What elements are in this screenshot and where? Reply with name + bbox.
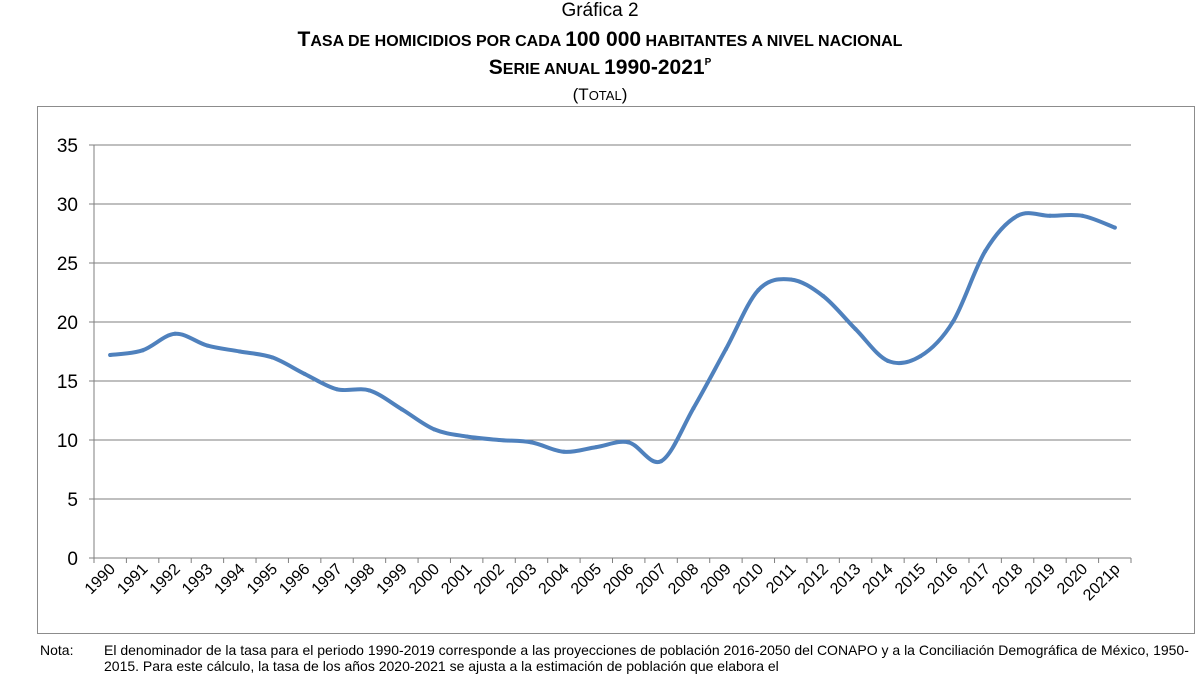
data-point-2009 [723, 347, 728, 352]
y-tick-label: 30 [57, 195, 78, 216]
unit-smallcaps: OTAL [588, 88, 622, 103]
x-tick-label: 2021p [1080, 561, 1124, 605]
data-point-2014 [885, 358, 890, 363]
y-tick-label: 10 [57, 431, 78, 452]
x-tick-label: 2014 [860, 561, 897, 598]
subtitle-smallcaps: ERIE ANUAL [502, 61, 605, 78]
x-tick-label: 1996 [276, 561, 313, 598]
data-point-2013 [853, 327, 858, 332]
y-tick-label: 25 [57, 254, 78, 275]
footnote-label: Nota: [40, 642, 74, 658]
y-axis-ticks: 0 5 10 15 20 25 30 35 [57, 136, 94, 570]
chart-unit: (TOTAL) [0, 86, 1200, 103]
chart-label: Gráfica 2 [561, 0, 639, 21]
x-tick-label: 2003 [503, 561, 540, 598]
data-point-2002 [497, 438, 502, 442]
data-point-2000 [432, 427, 437, 432]
data-point-1993 [205, 343, 210, 348]
data-point-1998 [367, 388, 372, 393]
x-tick-label: 2011 [763, 561, 799, 597]
x-tick-label: 1991 [114, 561, 151, 598]
data-point-1995 [270, 355, 275, 360]
series-line-group [108, 211, 1117, 465]
x-tick-label: 2015 [892, 561, 929, 598]
data-point-2015 [918, 354, 923, 359]
x-tick-label: 2006 [600, 561, 637, 598]
data-point-2008 [691, 406, 696, 411]
subtitle-superscript: P [704, 57, 712, 68]
data-point-1996 [302, 371, 307, 376]
data-point-1990 [108, 353, 113, 358]
x-tick-label: 1993 [179, 561, 216, 598]
data-point-2018 [1015, 213, 1020, 218]
x-tick-label: 2000 [406, 561, 443, 598]
x-tick-label: 2009 [698, 561, 735, 598]
x-tick-label: 2017 [957, 561, 994, 598]
data-point-2007 [659, 459, 664, 464]
data-point-1994 [237, 349, 242, 354]
data-point-2006 [626, 440, 631, 445]
x-tick-label: 2001 [438, 561, 475, 598]
x-tick-label: 2019 [1022, 561, 1059, 598]
x-tick-label: 2010 [730, 561, 767, 598]
title-smallcaps: ASA DE HOMICIDIOS POR CADA [310, 33, 566, 50]
data-point-1991 [140, 348, 145, 353]
chart-title: TASA DE HOMICIDIOS POR CADA 100 000 HABI… [0, 29, 1200, 50]
title-tail: HABITANTES A NIVEL NACIONAL [641, 33, 903, 50]
title-first-letter: T [297, 28, 311, 51]
data-point-2010 [756, 288, 761, 293]
series-line [108, 211, 1117, 465]
x-tick-label: 1995 [244, 561, 281, 598]
data-point-2001 [464, 434, 469, 439]
data-point-2020 [1080, 213, 1085, 218]
x-tick-label: 2007 [633, 561, 670, 598]
x-tick-label: 2002 [471, 561, 508, 598]
subtitle-first-letter: S [488, 56, 503, 79]
x-tick-label: 2013 [827, 561, 864, 598]
x-tick-label: 1997 [309, 561, 346, 598]
x-axis [93, 145, 1132, 563]
x-tick-label: 1994 [211, 561, 248, 598]
x-tick-label: 2008 [665, 561, 702, 598]
x-tick-label: 2012 [795, 561, 832, 598]
data-point-2021p [1112, 225, 1117, 230]
x-axis-ticks: 1990199119921993199419951996199719981999… [82, 561, 1124, 605]
y-tick-label: 20 [57, 313, 78, 334]
data-point-1997 [335, 387, 340, 392]
unit-close: ) [621, 85, 628, 104]
chart-subtitle: SERIE ANUAL 1990-2021P [0, 57, 1200, 78]
data-point-1999 [399, 407, 404, 412]
x-tick-label: 2018 [989, 561, 1026, 598]
data-point-2004 [561, 449, 566, 454]
footnote-text: El denominador de la tasa para el period… [104, 642, 1189, 674]
data-point-2003 [529, 440, 534, 445]
data-point-1992 [173, 331, 178, 336]
subtitle-years: 1990-2021 [604, 56, 705, 79]
y-tick-label: 5 [67, 490, 78, 511]
data-point-2016 [950, 320, 955, 324]
x-tick-label: 2016 [924, 561, 961, 598]
x-tick-label: 2005 [568, 561, 605, 598]
gridlines [94, 144, 1131, 559]
y-tick-label: 15 [57, 372, 78, 393]
data-point-2011 [788, 277, 793, 282]
y-tick-label: 0 [67, 549, 78, 570]
x-tick-label: 1992 [147, 561, 184, 598]
x-tick-label: 1990 [82, 561, 119, 598]
data-point-2005 [594, 445, 599, 450]
data-point-2017 [983, 249, 988, 254]
y-tick-label: 35 [57, 136, 78, 157]
chart-frame [37, 106, 1195, 634]
title-number: 100 000 [565, 28, 642, 51]
x-tick-label: 2004 [536, 561, 573, 598]
x-tick-label: 1999 [373, 561, 410, 598]
unit-open: (T [572, 85, 589, 104]
data-point-2012 [821, 294, 826, 299]
data-point-2019 [1047, 213, 1052, 218]
x-tick-label: 1998 [341, 561, 378, 598]
